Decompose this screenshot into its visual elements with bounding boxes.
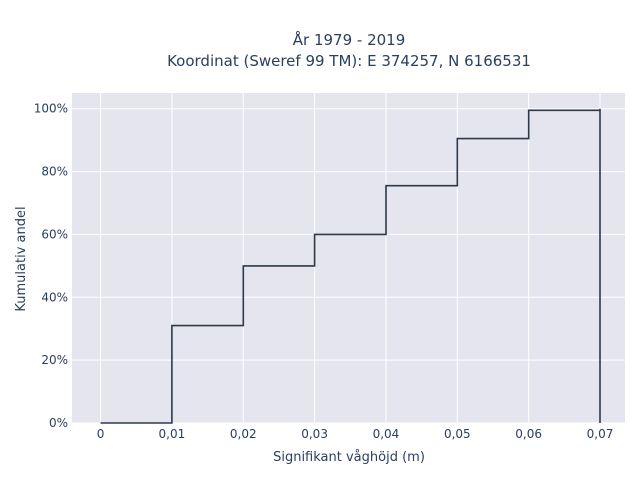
y-tick-label: 60%: [41, 227, 68, 241]
x-tick-label: 0,04: [373, 427, 400, 441]
y-axis-ticks: 0% 20% 40% 60% 80% 100%: [34, 102, 68, 430]
y-tick-label: 0%: [49, 416, 68, 430]
x-tick-label: 0,05: [444, 427, 471, 441]
y-axis-label: Kumulativ andel: [14, 206, 29, 311]
x-tick-label: 0,06: [515, 427, 542, 441]
x-tick-label: 0: [97, 427, 105, 441]
x-axis-label: Signifikant våghöjd (m): [273, 450, 425, 465]
plot-area: [72, 93, 625, 423]
x-tick-label: 0,03: [301, 427, 328, 441]
x-tick-label: 0,07: [587, 427, 614, 441]
x-tick-label: 0,02: [230, 427, 257, 441]
chart-title-line-2: Koordinat (Sweref 99 TM): E 374257, N 61…: [167, 52, 531, 70]
x-axis-ticks: 0 0,01 0,02 0,03 0,04 0,05 0,06 0,07: [97, 427, 614, 441]
series-line: [100, 108, 601, 424]
x-tick-label: 0,01: [159, 427, 186, 441]
y-tick-label: 100%: [34, 102, 68, 116]
y-tick-label: 40%: [41, 290, 68, 304]
chart-title-line-1: År 1979 - 2019: [293, 30, 406, 49]
y-tick-label: 80%: [41, 165, 68, 179]
y-tick-label: 20%: [41, 353, 68, 367]
